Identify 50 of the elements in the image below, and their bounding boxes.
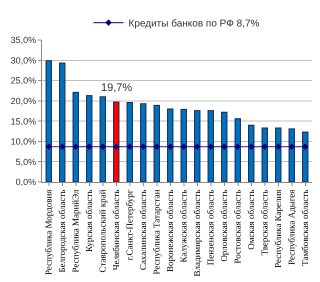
bar bbox=[126, 102, 133, 182]
bar bbox=[154, 104, 160, 182]
x-tick-label: Ростовская область bbox=[232, 190, 243, 264]
y-tick-label: 10,0% bbox=[10, 136, 36, 147]
x-tick-label: Тверская область bbox=[260, 190, 270, 256]
bar bbox=[86, 95, 92, 182]
bar bbox=[167, 108, 174, 182]
x-tick-label: Сахалинская область bbox=[138, 190, 148, 270]
bar bbox=[46, 60, 52, 182]
bar bbox=[208, 110, 214, 182]
bar bbox=[72, 92, 79, 182]
x-tick-label: Республика Мордовия bbox=[44, 190, 54, 275]
bar bbox=[113, 102, 120, 182]
y-tick-label: 15,0% bbox=[10, 116, 36, 126]
bar bbox=[59, 62, 66, 182]
y-tick-label: 0,0% bbox=[16, 177, 36, 188]
bar bbox=[180, 108, 187, 182]
bar bbox=[302, 132, 308, 182]
y-tick-label: 5,0% bbox=[16, 156, 36, 167]
x-tick-label: Белгородская область bbox=[57, 190, 68, 273]
y-tick-label: 30,0% bbox=[10, 55, 36, 66]
x-tick-label: Орловская область bbox=[219, 190, 230, 262]
x-tick-label: Воронежская область bbox=[165, 190, 176, 272]
bar bbox=[262, 128, 268, 182]
x-tick-label: Курская область bbox=[84, 190, 94, 252]
data-label: 19,7% bbox=[101, 82, 132, 94]
legend-label: Кредиты банков по РФ 8,7% bbox=[128, 18, 260, 30]
x-tick-label: Пензенская область bbox=[206, 190, 216, 266]
x-tick-label: Республика МарийЭл bbox=[70, 189, 81, 272]
bar bbox=[234, 118, 241, 182]
x-tick-label: Тамбовская область bbox=[300, 190, 310, 266]
x-tick-label: Республика Адыгея bbox=[286, 190, 297, 265]
bar bbox=[248, 124, 254, 182]
x-tick-label: Республика Карелия bbox=[273, 190, 284, 268]
x-tick-label: Омская область bbox=[246, 190, 256, 250]
bar bbox=[194, 110, 200, 182]
x-tick-label: г.Санкт-Петербург bbox=[124, 189, 135, 260]
y-tick-label: 25,0% bbox=[10, 76, 36, 86]
y-tick-label: 20,0% bbox=[10, 96, 36, 106]
y-tick-label: 35,0% bbox=[10, 35, 36, 46]
bar bbox=[221, 112, 228, 182]
bar bbox=[100, 96, 106, 182]
x-tick-label: Челябинская область bbox=[111, 190, 122, 270]
x-tick-label: Калужская область bbox=[178, 190, 189, 262]
x-tick-label: Республика Татарстан bbox=[152, 189, 162, 274]
bar bbox=[140, 103, 146, 182]
bar bbox=[275, 128, 282, 182]
bar bbox=[288, 128, 295, 182]
x-tick-label: Владимирская область bbox=[192, 190, 202, 276]
x-tick-label: Ставропольский край bbox=[98, 189, 108, 273]
